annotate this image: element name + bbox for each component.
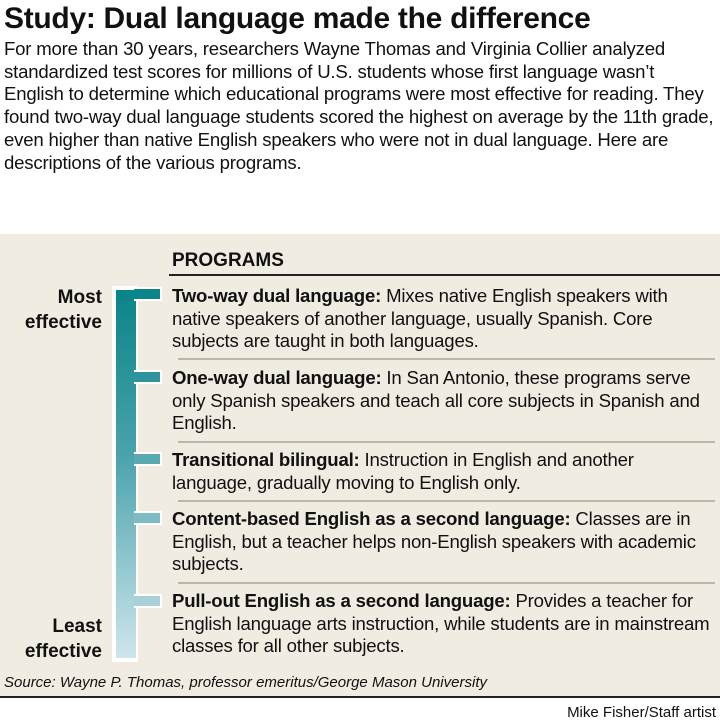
program-description: Classes are in English, but a teacher he… [172,508,696,575]
program-entry: Content-based English as a second langua… [172,508,712,576]
headline: Study: Dual language made the difference [4,2,591,35]
program-description: In San Antonio, these programs serve onl… [172,367,700,434]
heading-rule [169,274,720,276]
branch-1 [134,287,162,301]
program-description: Instruction in English and another langu… [172,449,634,493]
program-description: Mixes native English speakers with nativ… [172,285,668,352]
divider [178,358,715,360]
least-label: Least [52,616,102,637]
branch-2 [134,370,162,384]
source-note: Source: Wayne P. Thomas, professor emeri… [4,674,487,691]
program-description: Provides a teacher for English language … [172,590,710,657]
least-effective-label: Least effective [2,614,102,664]
program-entry: Transitional bilingual: Instruction in E… [172,449,712,494]
artist-credit: Mike Fisher/Staff artist [567,704,716,721]
effective-label-top: effective [24,312,102,333]
bottom-rule [0,696,720,698]
program-name: Pull-out English as a second language: [172,590,511,611]
programs-heading: PROGRAMS [172,250,284,271]
divider [178,500,715,502]
branch-4 [134,511,162,525]
effectiveness-gradient-bar [116,290,136,658]
most-label: Most [57,287,102,308]
program-entry: One-way dual language: In San Antonio, t… [172,367,712,435]
program-name: Two-way dual language: [172,285,382,306]
branch-5 [134,594,162,608]
program-name: Content-based English as a second langua… [172,508,571,529]
program-entry: Two-way dual language: Mixes native Engl… [172,285,712,353]
program-name: One-way dual language: [172,367,382,388]
most-effective-label: Most effective [2,285,102,335]
intro-paragraph: For more than 30 years, researchers Wayn… [4,38,714,173]
divider [178,441,715,443]
program-name: Transitional bilingual: [172,449,360,470]
branch-3 [134,452,162,466]
effective-label-bottom: effective [24,641,102,662]
divider [178,582,715,584]
program-entry: Pull-out English as a second language: P… [172,590,712,658]
